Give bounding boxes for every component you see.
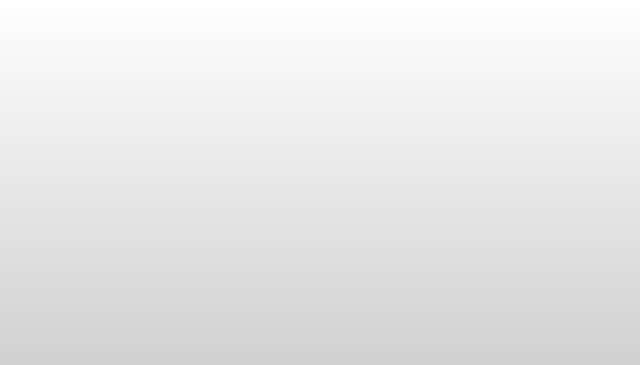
Text: 9.95%: 9.95% [297,273,343,286]
Text: 21.10%: 21.10% [124,204,179,218]
Bar [550,257,596,330]
FancyBboxPatch shape [133,200,180,333]
FancyBboxPatch shape [218,226,264,333]
FancyBboxPatch shape [386,249,433,333]
Text: 13.16%: 13.16% [377,253,432,266]
Text: 16.74%: 16.74% [208,231,263,244]
Bar [297,268,343,330]
Bar [381,249,428,330]
FancyBboxPatch shape [49,200,95,333]
Title: Magnificent 7: EPS FWD Long Term Growth Rates (3-5Y
CAGR): Magnificent 7: EPS FWD Long Term Growth … [72,17,568,55]
Text: 35.44%: 35.44% [461,116,516,129]
Bar [128,200,175,330]
FancyBboxPatch shape [470,111,516,333]
Text: 21.04%: 21.04% [40,205,95,218]
Bar [212,226,259,330]
FancyBboxPatch shape [555,257,601,333]
FancyBboxPatch shape [302,268,348,333]
Bar [465,111,512,330]
Text: 11.75%: 11.75% [545,262,600,275]
Bar [44,200,90,330]
